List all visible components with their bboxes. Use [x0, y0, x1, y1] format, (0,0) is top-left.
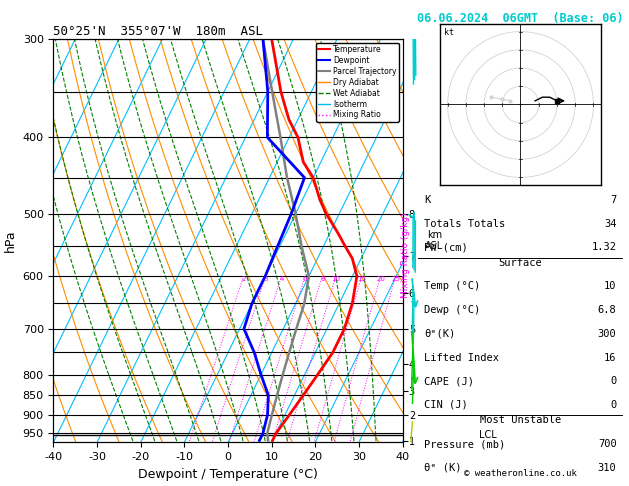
Text: 3: 3 [264, 276, 268, 282]
Text: 300: 300 [598, 329, 616, 339]
Text: kt: kt [444, 28, 454, 37]
Text: Lifted Index: Lifted Index [425, 352, 499, 363]
Text: 06.06.2024  06GMT  (Base: 06): 06.06.2024 06GMT (Base: 06) [417, 12, 623, 25]
Text: 15: 15 [357, 276, 366, 282]
Text: 6.8: 6.8 [598, 305, 616, 315]
Text: © weatheronline.co.uk: © weatheronline.co.uk [464, 469, 577, 478]
Text: Surface: Surface [499, 258, 542, 268]
Text: 2: 2 [242, 276, 246, 282]
Text: 310: 310 [598, 463, 616, 473]
Text: 0: 0 [610, 400, 616, 410]
Text: 7: 7 [610, 195, 616, 205]
Text: CIN (J): CIN (J) [425, 400, 468, 410]
Text: Mixing Ratio (g/kg): Mixing Ratio (g/kg) [401, 212, 410, 298]
Text: 16: 16 [604, 352, 616, 363]
Text: Totals Totals: Totals Totals [425, 219, 506, 228]
Text: LCL: LCL [479, 430, 497, 440]
Text: 6: 6 [303, 276, 308, 282]
Text: K: K [425, 195, 431, 205]
Text: θᵉ (K): θᵉ (K) [425, 463, 462, 473]
Text: Most Unstable: Most Unstable [480, 416, 561, 425]
Text: 34: 34 [604, 219, 616, 228]
Text: Pressure (mb): Pressure (mb) [425, 439, 506, 449]
Text: 0: 0 [610, 376, 616, 386]
Text: 50°25'N  355°07'W  180m  ASL: 50°25'N 355°07'W 180m ASL [53, 25, 264, 38]
Text: 25: 25 [391, 276, 400, 282]
Text: 700: 700 [598, 439, 616, 449]
Text: 4: 4 [279, 276, 284, 282]
Text: 10: 10 [331, 276, 340, 282]
Text: PW (cm): PW (cm) [425, 243, 468, 252]
Legend: Temperature, Dewpoint, Parcel Trajectory, Dry Adiabat, Wet Adiabat, Isotherm, Mi: Temperature, Dewpoint, Parcel Trajectory… [316, 43, 399, 122]
Y-axis label: km
ASL: km ASL [425, 230, 443, 251]
Text: 10: 10 [604, 281, 616, 292]
Text: 1.32: 1.32 [592, 243, 616, 252]
Text: 20: 20 [376, 276, 385, 282]
Text: Temp (°C): Temp (°C) [425, 281, 481, 292]
X-axis label: Dewpoint / Temperature (°C): Dewpoint / Temperature (°C) [138, 468, 318, 481]
Text: θᵉ(K): θᵉ(K) [425, 329, 455, 339]
Text: Dewp (°C): Dewp (°C) [425, 305, 481, 315]
Text: 8: 8 [320, 276, 325, 282]
Y-axis label: hPa: hPa [4, 229, 17, 252]
Text: CAPE (J): CAPE (J) [425, 376, 474, 386]
